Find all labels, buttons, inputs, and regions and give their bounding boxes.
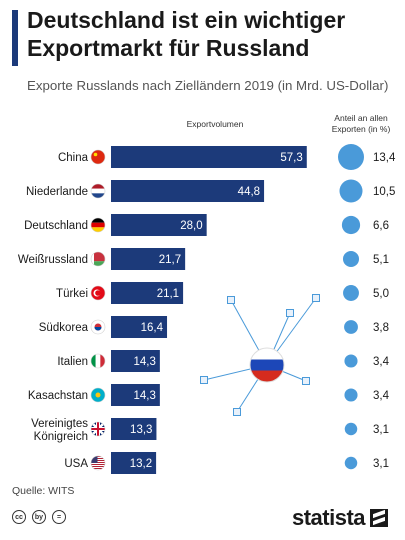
bar-value-label: 16,4 (141, 322, 164, 334)
flag-border (90, 387, 106, 403)
brand-name: statista (292, 505, 366, 530)
category-label: Südkorea (39, 322, 89, 334)
connector-node-icon (302, 377, 310, 385)
bar (111, 452, 157, 474)
united-kingdom-flag-icon (91, 422, 105, 436)
statista-mark-icon (370, 509, 389, 527)
category-label: Königreich (34, 431, 88, 443)
bar (111, 316, 168, 338)
share-value-label: 3,8 (373, 322, 389, 334)
share-bubble (341, 215, 361, 235)
flag-border (90, 251, 106, 267)
bar-value-label: 21,7 (159, 254, 181, 266)
flag-border (90, 319, 106, 335)
share-value-label: 3,1 (373, 424, 389, 436)
netherlands-flag-icon (91, 184, 105, 198)
category-label: Vereinigtes (31, 418, 88, 430)
column-header-share: Anteil an allen Exporten (in %) (331, 113, 391, 134)
bar (111, 350, 160, 372)
bar (111, 248, 186, 270)
flag-border (90, 183, 106, 199)
category-label: Weißrussland (18, 254, 88, 266)
share-value-label: 13,4 (373, 152, 396, 164)
usa-flag-icon (91, 456, 105, 470)
chart-subtitle: Exporte Russlands nach Zielländern 2019 … (27, 78, 389, 93)
flag-border (90, 353, 106, 369)
category-label: Türkei (56, 288, 88, 300)
share-value-label: 10,5 (373, 186, 395, 198)
flag-border (90, 217, 106, 233)
kazakhstan-flag-icon (91, 388, 105, 402)
category-label: Kasachstan (28, 390, 88, 402)
bar-value-label: 14,3 (133, 390, 155, 402)
bar-value-label: 21,1 (157, 288, 179, 300)
connector-node-icon (312, 294, 320, 302)
bar-value-label: 13,3 (130, 424, 152, 436)
russia-flag-border (249, 347, 285, 383)
category-label: Italien (57, 356, 88, 368)
germany-flag-icon (91, 218, 105, 232)
share-bubble (344, 422, 358, 436)
turkey-flag-icon (91, 286, 105, 300)
share-bubble (344, 320, 358, 334)
column-header-volume: Exportvolumen (186, 119, 244, 129)
south-korea-flag-icon (91, 320, 105, 334)
category-label: Niederlande (26, 186, 88, 198)
by-icon: by (32, 510, 46, 524)
share-value-label: 6,6 (373, 220, 389, 232)
bar (111, 418, 157, 440)
share-bubble (339, 179, 363, 203)
flag-border (90, 455, 106, 471)
source-note: Quelle: WITS (12, 485, 75, 497)
belarus-flag-icon (91, 252, 105, 266)
bar-value-label: 28,0 (180, 220, 202, 232)
share-value-label: 3,4 (373, 390, 390, 402)
connector-node-icon (227, 296, 235, 304)
italy-flag-icon (91, 354, 105, 368)
cc-icon: cc (12, 510, 26, 524)
share-bubble (344, 456, 358, 470)
bar (111, 282, 184, 304)
category-label: USA (64, 458, 88, 470)
share-value-label: 3,4 (373, 356, 390, 368)
connector-node-icon (233, 408, 241, 416)
bar-value-label: 14,3 (133, 356, 155, 368)
bar (111, 146, 307, 168)
share-value-label: 3,1 (373, 458, 389, 470)
bar (111, 384, 160, 406)
bar (111, 180, 265, 202)
category-label: Deutschland (24, 220, 88, 232)
statista-logo[interactable]: statista (292, 505, 389, 531)
chart-title: Deutschland ist ein wichtiger Exportmark… (27, 7, 346, 61)
russia-flag-icon (250, 348, 284, 382)
nd-icon: = (52, 510, 66, 524)
license-icons: cc by = (12, 510, 66, 524)
flag-border (90, 421, 106, 437)
title-accent-bar (12, 10, 18, 66)
flag-border (90, 285, 106, 301)
share-bubble (344, 354, 358, 368)
share-bubble (342, 250, 360, 268)
bar (111, 214, 207, 236)
bar-value-label: 13,2 (130, 458, 152, 470)
china-flag-icon (91, 150, 105, 164)
share-bubble (343, 285, 359, 301)
share-bubble (344, 388, 358, 402)
category-label: China (58, 152, 89, 164)
share-value-label: 5,0 (373, 288, 389, 300)
flag-border (90, 149, 106, 165)
share-value-label: 5,1 (373, 254, 389, 266)
connector-node-icon (200, 376, 208, 384)
share-bubble (338, 144, 364, 170)
bar-value-label: 44,8 (238, 186, 260, 198)
bar-value-label: 57,3 (280, 152, 302, 164)
connector-node-icon (286, 309, 294, 317)
